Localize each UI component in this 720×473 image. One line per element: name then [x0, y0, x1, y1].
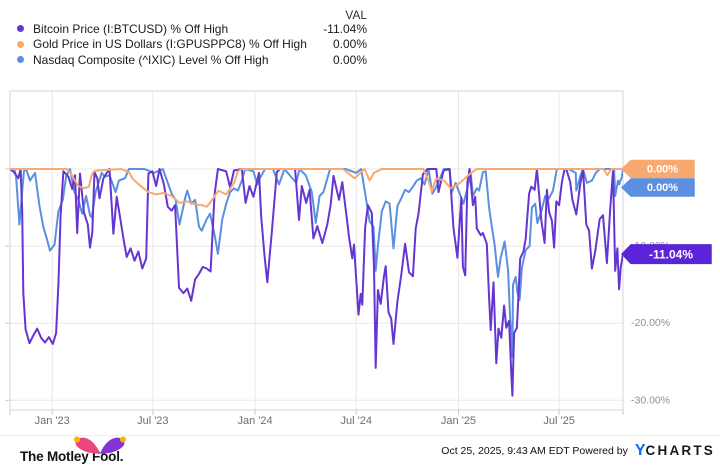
ycharts-logo-text: CHARTS — [645, 443, 715, 458]
svg-text:-11.04%: -11.04% — [649, 248, 693, 262]
svg-text:0.00%: 0.00% — [647, 164, 678, 176]
svg-text:Jan '25: Jan '25 — [441, 415, 476, 427]
legend-value: 0.00% — [332, 52, 367, 67]
legend-row-gold[interactable]: Gold Price in US Dollars (I:GPUSPPC8) % … — [14, 37, 367, 53]
val-column-header: VAL — [345, 8, 367, 22]
footer-attribution: Oct 25, 2025, 9:43 AM EDT Powered by Y C… — [441, 442, 715, 459]
legend: VAL Bitcoin Price (I:BTCUSD) % Off High … — [14, 6, 367, 68]
svg-text:-30.00%: -30.00% — [631, 394, 670, 406]
legend-label: Nasdaq Composite (^IXIC) Level % Off Hig… — [33, 52, 269, 67]
nasdaq-series-dot-icon — [17, 56, 24, 64]
motley-fool-logo: The Motley Fool. — [20, 436, 127, 464]
ycharts-y-icon: Y — [634, 442, 646, 459]
legend-label: Bitcoin Price (I:BTCUSD) % Off High — [33, 21, 229, 36]
svg-text:0.00%: 0.00% — [647, 182, 678, 194]
legend-value: -11.04% — [323, 21, 367, 36]
svg-text:Jul '23: Jul '23 — [137, 415, 168, 427]
svg-text:Jul '24: Jul '24 — [341, 415, 372, 427]
legend-header: VAL — [14, 6, 367, 22]
legend-label: Gold Price in US Dollars (I:GPUSPPC8) % … — [33, 37, 307, 52]
jester-cap-icon — [74, 436, 127, 454]
svg-text:Jan '24: Jan '24 — [238, 415, 273, 427]
footer: The Motley Fool. Oct 25, 2025, 9:43 AM E… — [0, 435, 720, 473]
svg-text:Jul '25: Jul '25 — [543, 415, 574, 427]
timestamp-text: Oct 25, 2025, 9:43 AM EDT Powered by — [441, 445, 628, 457]
svg-text:-20.00%: -20.00% — [631, 317, 670, 329]
gold-series-dot-icon — [17, 40, 24, 48]
legend-row-bitcoin[interactable]: Bitcoin Price (I:BTCUSD) % Off High -11.… — [14, 21, 367, 37]
bitcoin-series-dot-icon — [17, 25, 24, 33]
legend-row-nasdaq[interactable]: Nasdaq Composite (^IXIC) Level % Off Hig… — [14, 52, 367, 68]
legend-value: 0.00% — [332, 37, 367, 52]
svg-text:Jan '23: Jan '23 — [35, 415, 70, 427]
ycharts-logo[interactable]: Y CHARTS — [634, 442, 715, 459]
